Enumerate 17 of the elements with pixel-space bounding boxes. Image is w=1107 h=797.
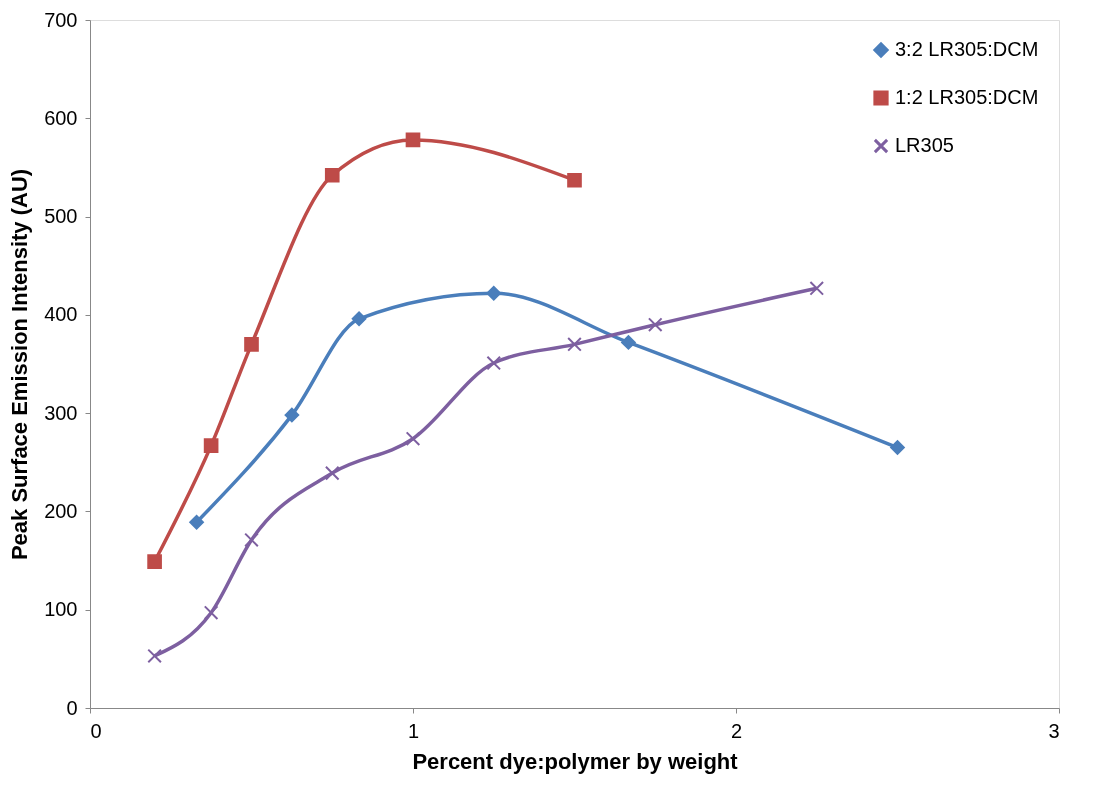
y-tick-label: 500 bbox=[44, 205, 78, 228]
x-tick-label: 0 bbox=[90, 719, 102, 742]
legend-label: 1:2 LR305:DCM bbox=[895, 86, 1039, 108]
legend-label: LR305 bbox=[895, 134, 954, 156]
y-tick-label: 100 bbox=[44, 598, 78, 621]
x-tick-label: 2 bbox=[730, 719, 743, 742]
y-tick-label: 300 bbox=[44, 401, 78, 424]
y-tick-label: 200 bbox=[44, 499, 78, 522]
y-tick-label: 700 bbox=[44, 8, 78, 31]
y-tick-label: 0 bbox=[66, 696, 78, 719]
y-tick-label: 600 bbox=[44, 106, 78, 129]
x-axis-title: Percent dye:polymer by weight bbox=[412, 748, 739, 774]
legend-label: 3:2 LR305:DCM bbox=[895, 38, 1039, 60]
x-tick-label: 3 bbox=[1048, 719, 1060, 742]
y-tick-label: 400 bbox=[44, 303, 78, 326]
x-tick-label: 1 bbox=[407, 719, 420, 742]
y-axis-title: Peak Surface Emission Intensity (AU) bbox=[7, 168, 33, 561]
